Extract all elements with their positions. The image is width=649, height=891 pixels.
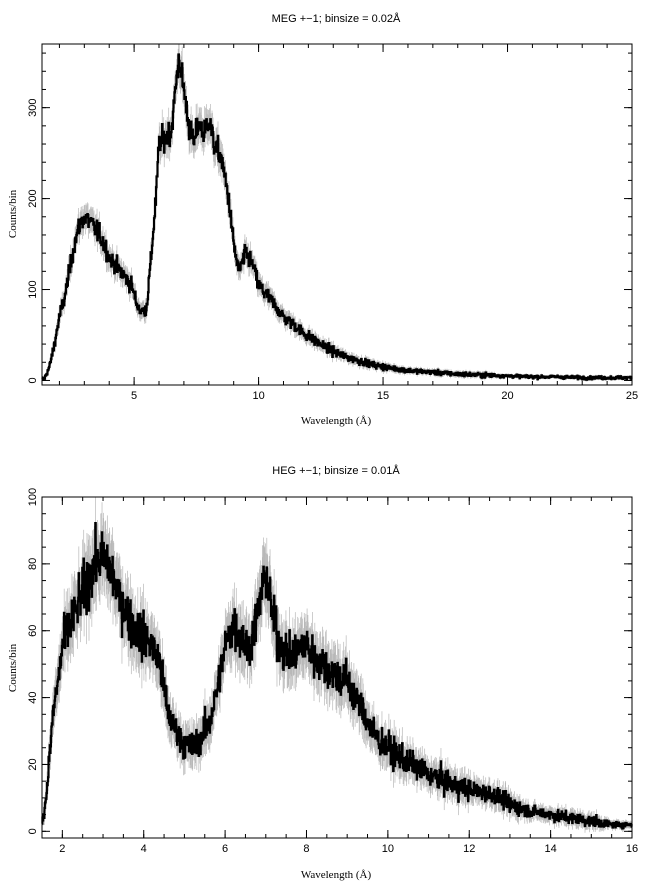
meg-error-bars: [41, 44, 633, 382]
meg-series-line: [41, 53, 633, 381]
heg-title: HEG +−1; binsize = 0.01Å: [272, 464, 400, 477]
meg-plot-frame: [41, 43, 633, 386]
heg-y-tick-label: 20: [27, 758, 39, 770]
meg-x-tick-label: 10: [252, 390, 264, 402]
heg-panel: HEG +−1; binsize = 0.01Å Wavelength (Å) …: [7, 464, 638, 881]
heg-ticks: 2 4 6 8 10 12 14 16 0 20 40 60 80 100: [27, 488, 638, 855]
heg-y-tick-label: 80: [27, 558, 39, 570]
meg-panel: MEG +−1; binsize = 0.02Å Wavelength (Å) …: [7, 12, 638, 427]
meg-x-tick-label: 25: [626, 390, 638, 402]
heg-y-tick-label: 60: [27, 625, 39, 637]
heg-x-tick-label: 14: [544, 843, 556, 855]
meg-y-tick-label: 300: [27, 98, 39, 116]
meg-y-tick-label: 200: [27, 189, 39, 207]
heg-y-tick-label: 0: [27, 828, 39, 834]
meg-x-axis-label: Wavelength (Å): [301, 415, 372, 427]
heg-x-tick-label: 2: [59, 843, 65, 855]
heg-x-tick-label: 4: [141, 843, 147, 855]
meg-x-tick-label: 15: [377, 390, 389, 402]
heg-series-line: [41, 522, 633, 830]
heg-x-axis-label: Wavelength (Å): [301, 869, 372, 881]
meg-y-tick-label: 100: [27, 280, 39, 298]
meg-title: MEG +−1; binsize = 0.02Å: [272, 12, 401, 25]
meg-x-tick-label: 20: [501, 390, 513, 402]
heg-x-tick-label: 8: [303, 843, 309, 855]
heg-y-axis-label: Counts/bin: [7, 643, 19, 692]
meg-y-axis-label: Counts/bin: [7, 189, 19, 238]
meg-ticks: 5 10 15 20 25 0 100 200 300: [27, 44, 638, 402]
heg-x-tick-label: 6: [222, 843, 228, 855]
heg-x-tick-label: 16: [626, 843, 638, 855]
heg-plot-frame: [41, 496, 633, 839]
heg-x-tick-label: 10: [382, 843, 394, 855]
heg-y-tick-label: 100: [27, 488, 39, 506]
meg-x-tick-label: 5: [131, 390, 137, 402]
meg-y-tick-label: 0: [27, 377, 39, 383]
heg-x-tick-label: 12: [463, 843, 475, 855]
heg-y-tick-label: 40: [27, 691, 39, 703]
